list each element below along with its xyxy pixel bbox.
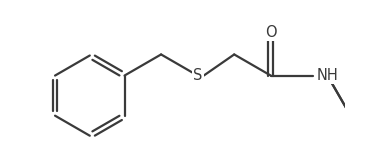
Text: NH: NH — [317, 68, 338, 83]
Text: O: O — [265, 25, 277, 40]
Text: S: S — [193, 68, 202, 83]
